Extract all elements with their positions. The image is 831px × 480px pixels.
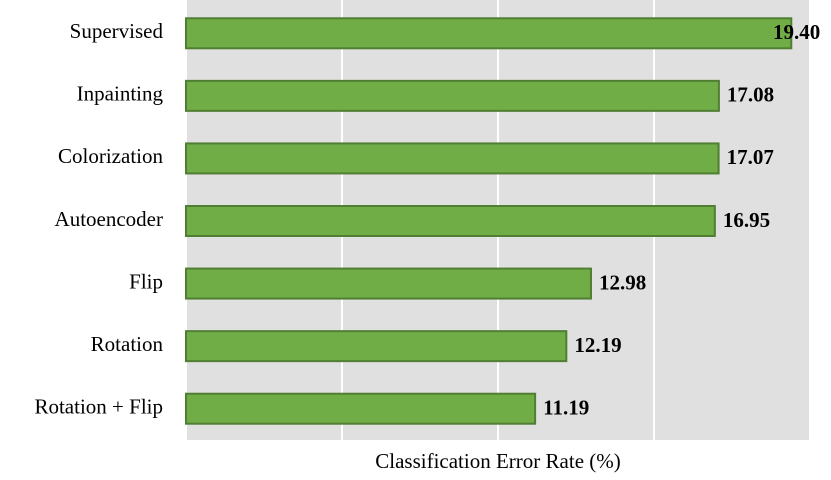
data-label: 17.08 (727, 83, 774, 107)
bar (185, 267, 592, 300)
y-tick-label: Inpainting (77, 82, 164, 106)
bar (185, 392, 537, 425)
data-label: 11.19 (543, 396, 589, 420)
bar (185, 142, 720, 175)
bar (185, 205, 716, 237)
x-axis-label: Classification Error Rate (%) (375, 449, 621, 473)
bar (185, 79, 720, 112)
data-label: 12.98 (599, 270, 646, 294)
data-label: 17.07 (727, 145, 774, 169)
y-tick-label: Rotation (91, 332, 164, 356)
data-label: 12.19 (574, 333, 621, 357)
data-label: 19.40 (773, 20, 820, 44)
y-tick-label: Rotation + Flip (34, 395, 163, 419)
y-tick-label: Colorization (58, 144, 163, 168)
bar (185, 330, 568, 363)
y-tick-label: Supervised (70, 19, 164, 43)
data-label: 16.95 (723, 208, 770, 232)
y-tick-label: Autoencoder (55, 207, 163, 231)
bar (185, 17, 793, 50)
y-tick-label: Flip (129, 269, 163, 293)
